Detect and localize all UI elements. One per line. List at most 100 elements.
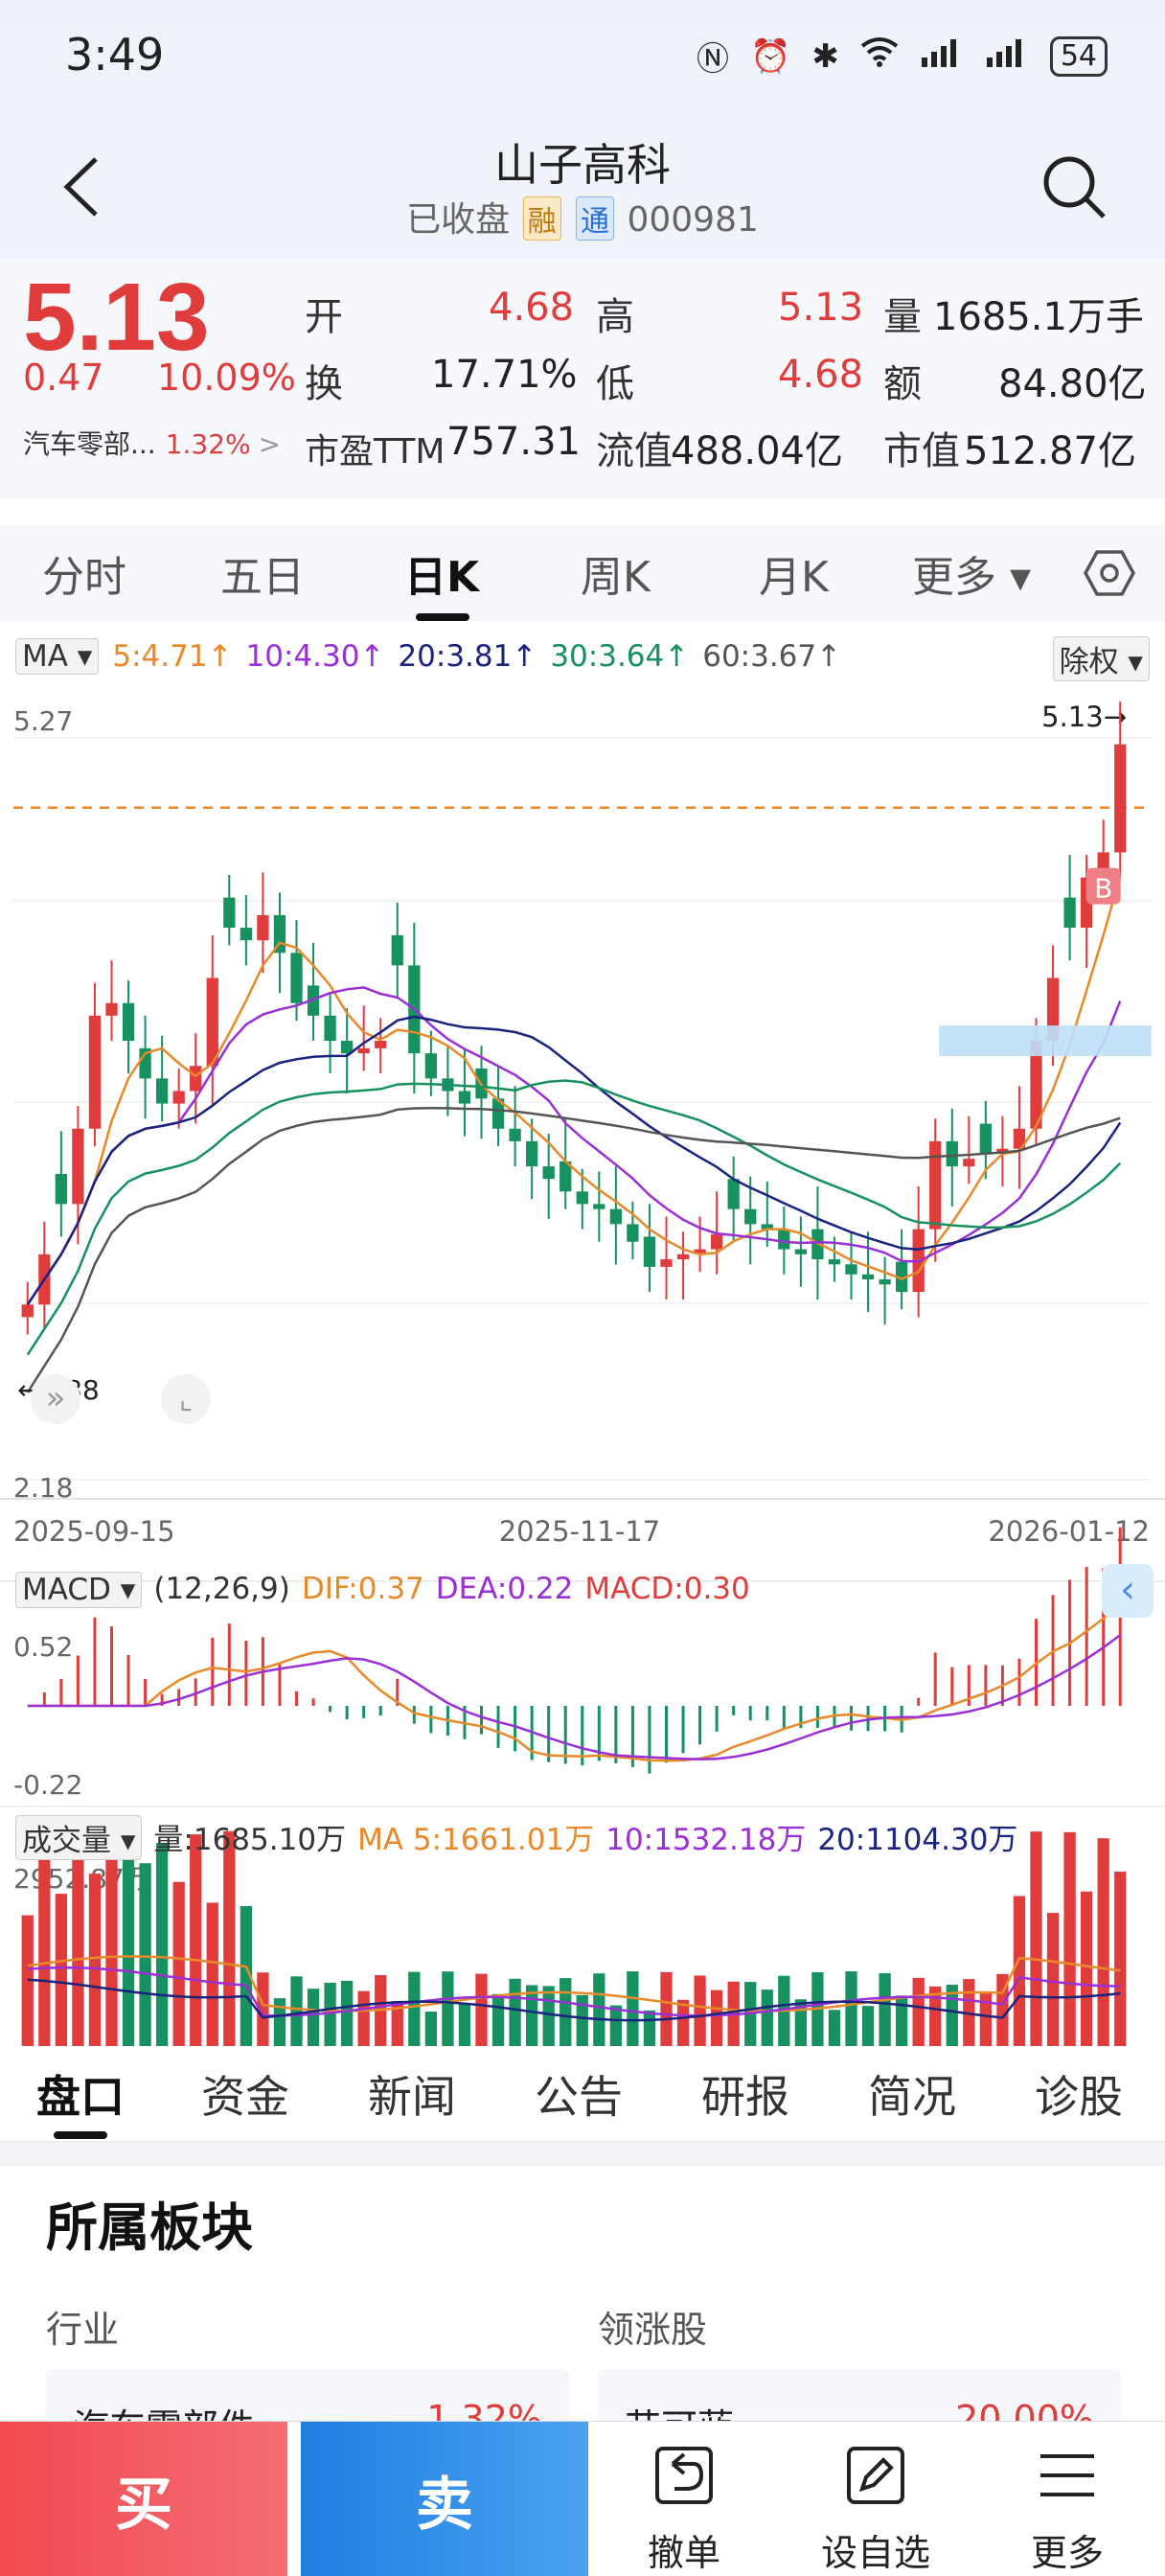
back-arrow-icon[interactable] — [57, 153, 105, 220]
volume-bar — [391, 2000, 403, 2046]
volume-dropdown[interactable]: 成交量 ▾ — [15, 1815, 143, 1860]
candle-body — [290, 953, 303, 1003]
cancel-order-button[interactable]: 撤单 — [588, 2422, 780, 2576]
volume-bar — [340, 1980, 354, 2046]
macd-params: (12,26,9) — [153, 1572, 290, 1606]
tab-weekly-k[interactable]: 周K — [581, 553, 651, 602]
volume-bar — [88, 1874, 102, 2046]
market-status: 已收盘 — [406, 200, 511, 240]
volume-bar — [240, 1905, 253, 2046]
tab-monthly-k[interactable]: 月K — [759, 553, 829, 602]
alarm-icon: ⏰ — [749, 36, 791, 76]
volume-bar — [509, 1978, 521, 2046]
volume-ma-line-0 — [27, 1955, 1121, 2012]
open-value: 4.68 — [489, 286, 575, 330]
candle-body — [609, 1208, 623, 1225]
volume-bar — [190, 1834, 202, 2046]
tab-profile[interactable]: 简况 — [868, 2071, 956, 2123]
kline-chart-area[interactable]: 5.27 2.18 2025-09-15 2025-11-17 2026-01-12 5.… — [0, 623, 1165, 2051]
candle-body — [828, 1259, 841, 1265]
candle-body — [424, 1053, 438, 1079]
cancel-order-label: 撤单 — [647, 2532, 720, 2574]
macd-y-max: 0.52 — [13, 1631, 73, 1663]
candle-body — [861, 1274, 875, 1280]
candle-body — [55, 1173, 68, 1205]
volume-bar — [1097, 1838, 1109, 2046]
volume-bar — [542, 1986, 555, 2046]
kline-chart[interactable]: 5.27 2.18 2025-09-15 2025-11-17 2026-01-12 5.… — [0, 623, 1165, 2051]
turnover-label: 换 — [305, 362, 343, 406]
candle-body — [458, 1091, 471, 1104]
macd-y-min: -0.22 — [13, 1769, 82, 1801]
candle-body — [21, 1304, 34, 1318]
open-label: 开 — [305, 295, 343, 339]
volume-bar — [895, 1995, 908, 2046]
more-label: 更多 — [1030, 2532, 1104, 2574]
ex-rights-dropdown[interactable]: 除权 ▾ — [1052, 636, 1150, 681]
x-label-start: 2025-09-15 — [13, 1515, 175, 1548]
volume-bar — [643, 2010, 656, 2046]
volume-bar — [290, 1976, 303, 2046]
tab-intraday[interactable]: 分时 — [42, 553, 126, 602]
pe-value: 757.31 — [446, 420, 581, 464]
volume-bar — [491, 1993, 505, 2046]
volume-bar — [307, 1989, 320, 2046]
candle-body — [155, 1078, 169, 1104]
high-label: 高 — [596, 295, 634, 339]
volume-label: 量 — [883, 295, 922, 339]
tab-research[interactable]: 研报 — [701, 2071, 789, 2123]
candle-body — [627, 1224, 639, 1242]
sell-button[interactable]: 卖 — [301, 2422, 588, 2576]
search-icon[interactable] — [1040, 153, 1108, 220]
tab-more[interactable]: 更多 ▾ — [912, 553, 1032, 602]
stock-subtitle: 已收盘 融 通 000981 — [0, 192, 1165, 242]
expand-left-button — [31, 1374, 80, 1424]
x-label-end: 2026-01-12 — [988, 1515, 1150, 1548]
volume-bar — [1063, 1831, 1076, 2046]
macd-value: MACD:0.30 — [584, 1572, 750, 1606]
candle-body — [778, 1229, 790, 1250]
candle-body — [1114, 744, 1127, 853]
volume-bar — [1046, 1913, 1060, 2046]
candle-body — [761, 1224, 773, 1230]
volume-legend: 成交量 ▾ 量:1685.10万 MA 5:1661.01万 10:1532.1… — [15, 1815, 1017, 1860]
price-change: 0.47 — [23, 356, 104, 399]
edit-icon — [847, 2447, 904, 2504]
volume-bar — [593, 1973, 605, 2046]
add-watchlist-button[interactable]: 设自选 — [780, 2422, 971, 2576]
more-button[interactable]: 更多 — [971, 2422, 1163, 2576]
ma20-value: 20:3.81↑ — [398, 639, 537, 674]
candle-body — [1063, 897, 1076, 929]
volume-bar — [408, 1971, 421, 2046]
status-time: 3:49 — [65, 29, 165, 80]
tab-announcements[interactable]: 公告 — [535, 2071, 623, 2123]
volume-bar — [424, 2012, 438, 2046]
tab-orderbook[interactable]: 盘口 — [36, 2071, 125, 2123]
volume-ma5: MA 5:1661.01万 — [357, 1823, 595, 1857]
candle-body — [324, 1015, 336, 1042]
candle-body — [542, 1166, 555, 1180]
tab-diagnosis[interactable]: 诊股 — [1035, 2071, 1123, 2123]
ma30-line — [26, 1079, 1122, 1356]
tab-capital[interactable]: 资金 — [201, 2071, 289, 2123]
bluetooth-icon: ✱ — [811, 36, 839, 76]
connect-tag: 通 — [576, 196, 615, 241]
ma-dropdown[interactable]: MA ▾ — [15, 638, 100, 675]
chevron-left-icon: ‹ — [1120, 1568, 1135, 1612]
volume-bar — [223, 1830, 236, 2046]
tab-news[interactable]: 新闻 — [368, 2071, 456, 2123]
buy-button[interactable]: 买 — [0, 2422, 287, 2576]
chevron-right-icon: > — [258, 428, 282, 460]
volume-bar — [55, 1894, 68, 2046]
tab-five-day[interactable]: 五日 — [220, 553, 305, 602]
sector-link[interactable]: 汽车零部... 1.32% > — [23, 424, 281, 462]
volume-bar — [694, 1975, 706, 2046]
settings-hexagon-icon[interactable] — [1083, 546, 1136, 600]
volume-ma-line-2 — [27, 1978, 1121, 2022]
candle-body — [509, 1128, 521, 1141]
volume-bar — [710, 1990, 723, 2046]
tab-daily-k[interactable]: 日K — [404, 553, 480, 602]
signal-icon-2 — [985, 36, 1029, 76]
macd-dropdown[interactable]: MACD ▾ — [15, 1572, 143, 1608]
volume-bar — [576, 1994, 588, 2046]
